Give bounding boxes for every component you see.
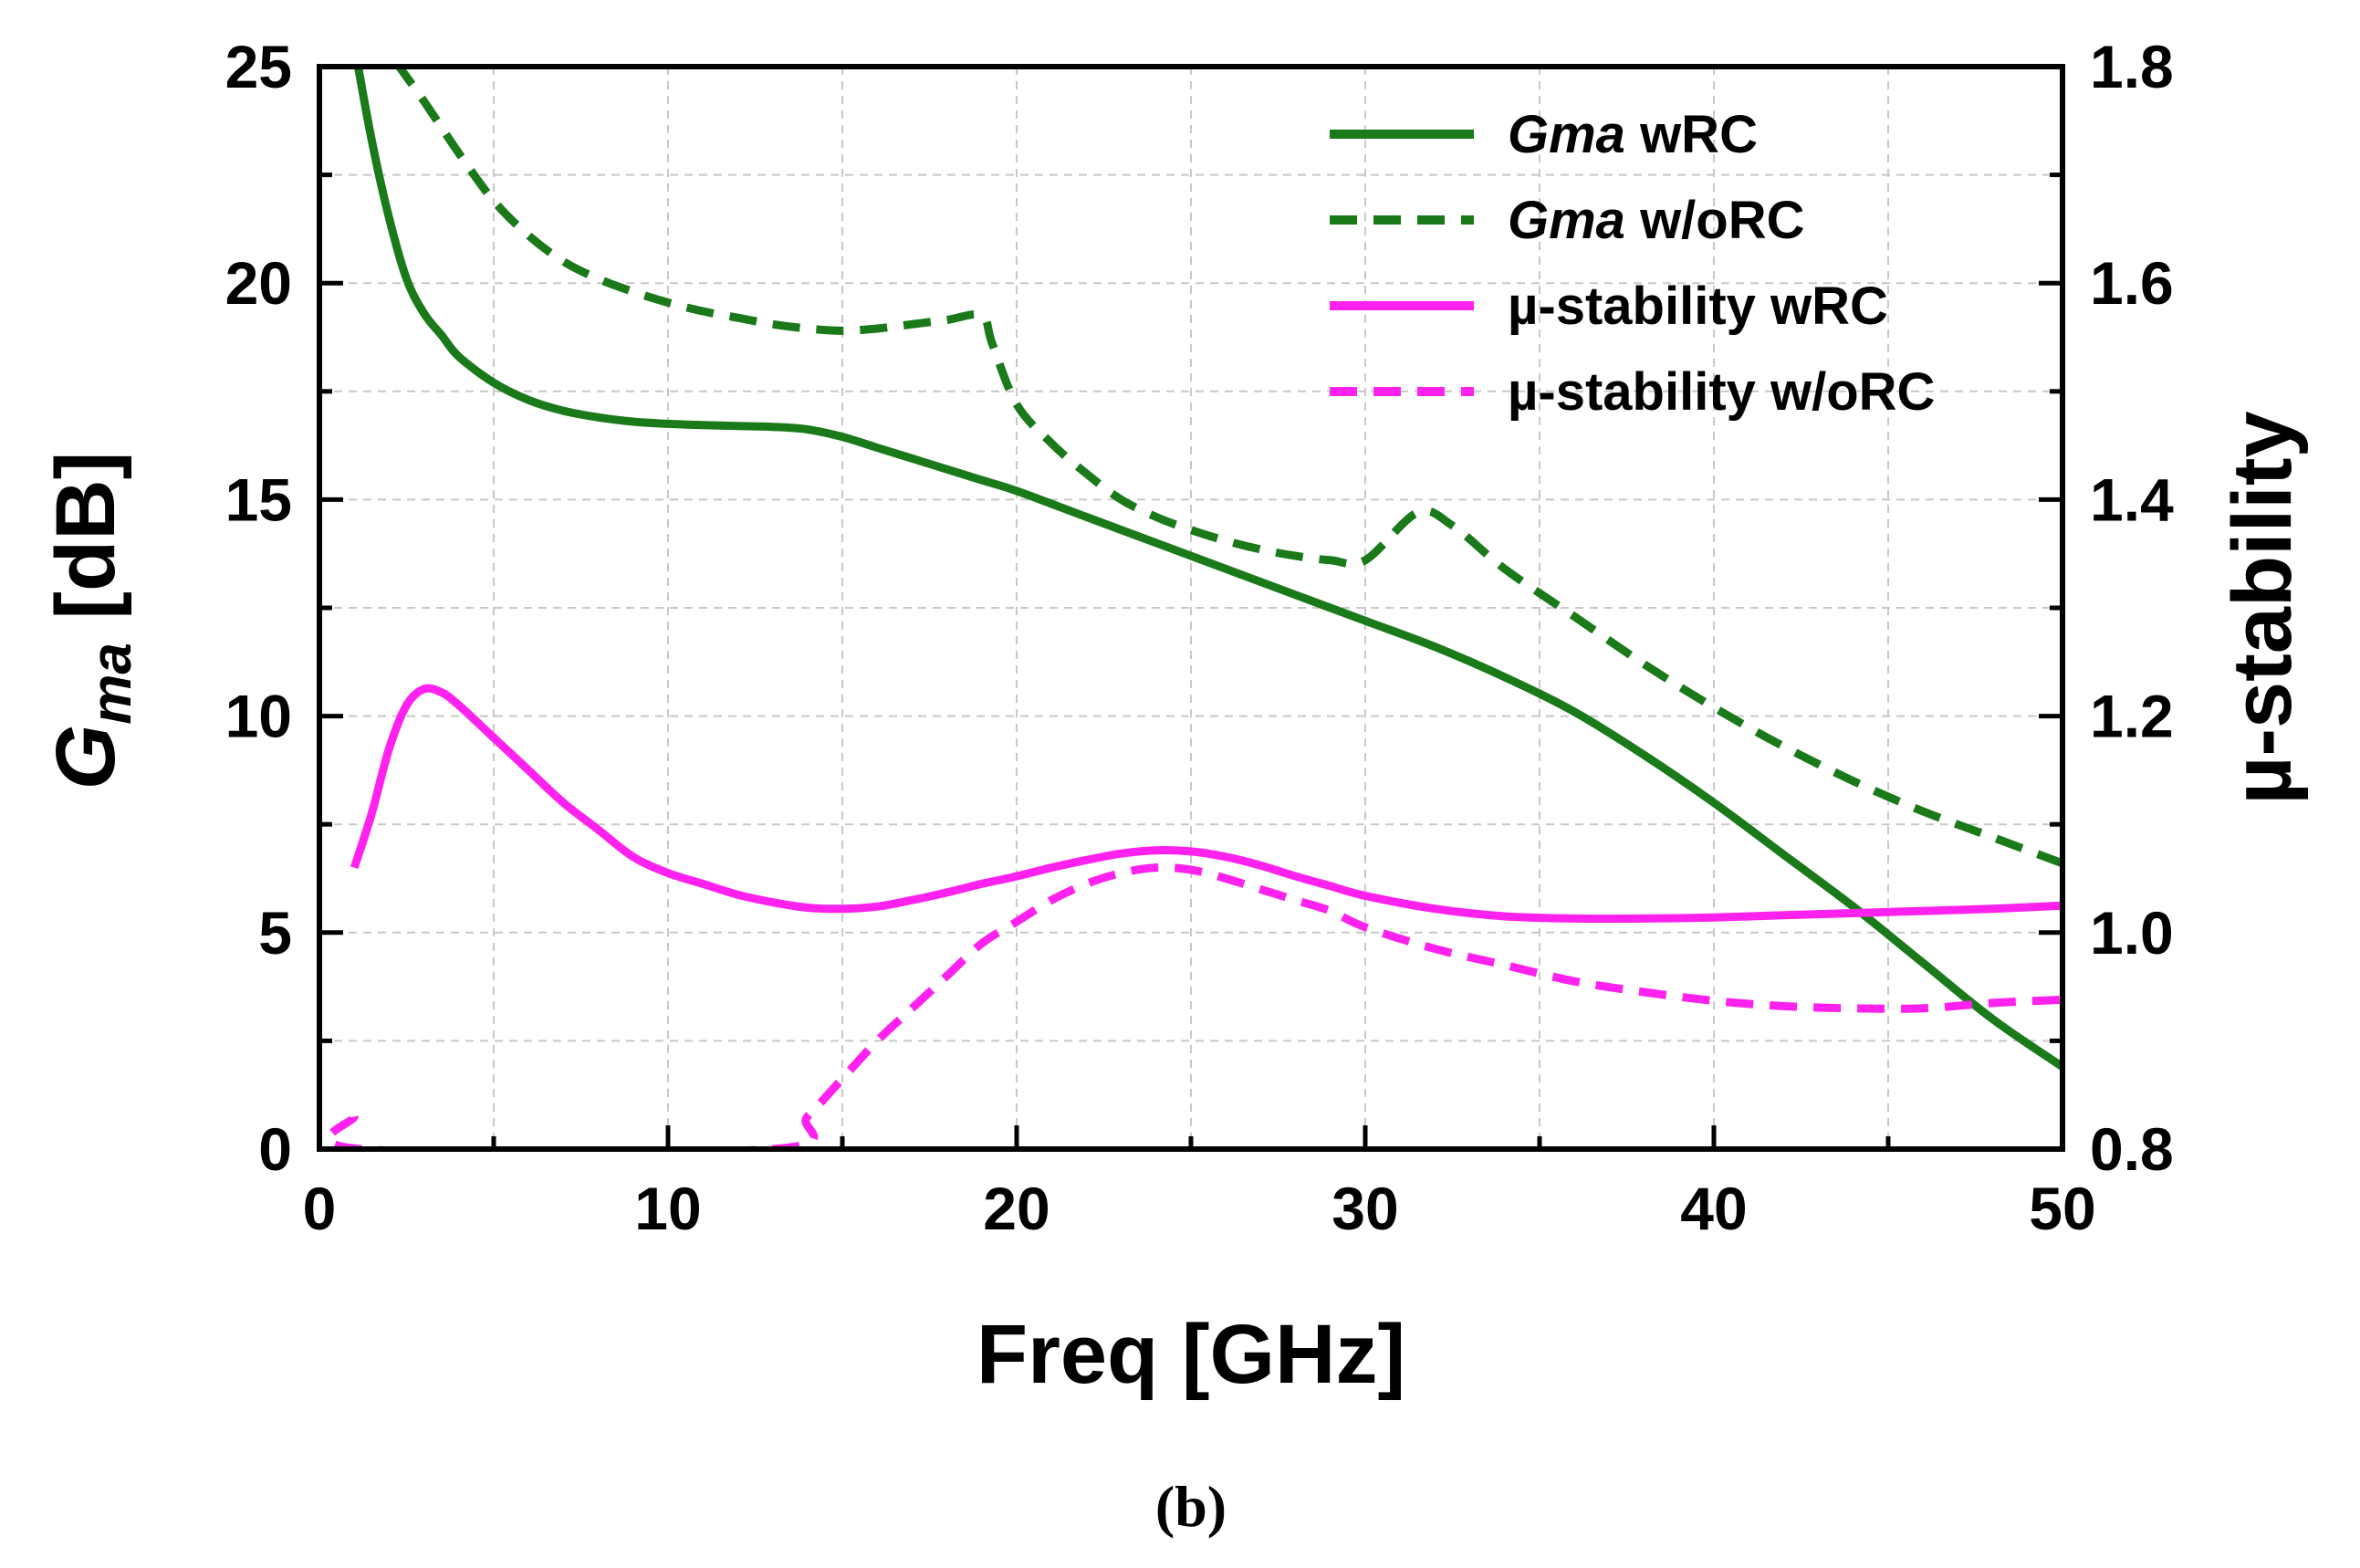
x-tick-label: 30 xyxy=(1331,1175,1398,1242)
series-line-3 xyxy=(350,684,2062,924)
y-right-tick-label: 1.2 xyxy=(2090,683,2174,750)
x-tick-label: 10 xyxy=(634,1175,701,1242)
caption: (b) xyxy=(1155,1474,1227,1539)
y-left-tick-label: 25 xyxy=(225,33,292,100)
y-axis-left-title-main: G xyxy=(39,725,132,790)
y-axis-left-title-sub: ma xyxy=(80,643,143,725)
x-tick-label: 40 xyxy=(1680,1175,1747,1242)
y-right-tick-label: 1.6 xyxy=(2090,249,2174,317)
series-line-1 xyxy=(353,67,2062,1071)
x-axis-title: Freq [GHz] xyxy=(976,1308,1405,1401)
ticks xyxy=(317,64,2065,1152)
y-axis-right-title: µ-stability xyxy=(2216,411,2309,804)
grid xyxy=(319,67,2062,1149)
y-right-tick-label: 1.8 xyxy=(2090,33,2174,100)
y-left-tick-label: 0 xyxy=(258,1115,292,1183)
legend-label-text: µ-stability wRC xyxy=(1508,277,1888,336)
legend-label-2: Gma w/oRC xyxy=(1508,191,1805,250)
series-line-4 xyxy=(324,862,2062,1149)
x-tick-label: 0 xyxy=(303,1175,337,1242)
y-axis-left-title: Gma [dB] xyxy=(39,452,143,790)
legend-label-italic: Gma xyxy=(1508,191,1625,250)
y-right-tick-label: 1.0 xyxy=(2090,899,2174,967)
y-right-tick-label: 0.8 xyxy=(2090,1115,2174,1183)
y-axis-left-title-rest: [dB] xyxy=(39,452,132,643)
legend-label-1: Gma wRC xyxy=(1508,105,1758,164)
y-right-tick-label: 1.4 xyxy=(2090,465,2174,533)
y-left-tick-label: 20 xyxy=(225,249,292,317)
legend-label-4: µ-stability w/oRC xyxy=(1508,362,1935,422)
legend-label-text: µ-stability w/oRC xyxy=(1508,362,1935,422)
legend-label-3: µ-stability wRC xyxy=(1508,277,1888,336)
series-line-2 xyxy=(393,67,2062,868)
x-tick-label: 50 xyxy=(2029,1175,2095,1242)
x-tick-label: 20 xyxy=(983,1175,1049,1242)
legend-label-italic: Gma xyxy=(1508,105,1625,164)
legend-label-text: w/oRC xyxy=(1625,191,1805,250)
y-left-tick-label: 5 xyxy=(258,899,292,967)
tick-labels: 0 10 20 30 40 50 0 5 10 15 20 25 0.8 1.0 1.2 1.4 1.6 1.8 xyxy=(225,33,2174,1242)
series-layer xyxy=(324,67,2062,1149)
y-left-tick-label: 10 xyxy=(225,683,292,750)
legend-label-text: wRC xyxy=(1625,105,1758,164)
y-left-tick-label: 15 xyxy=(225,465,292,533)
